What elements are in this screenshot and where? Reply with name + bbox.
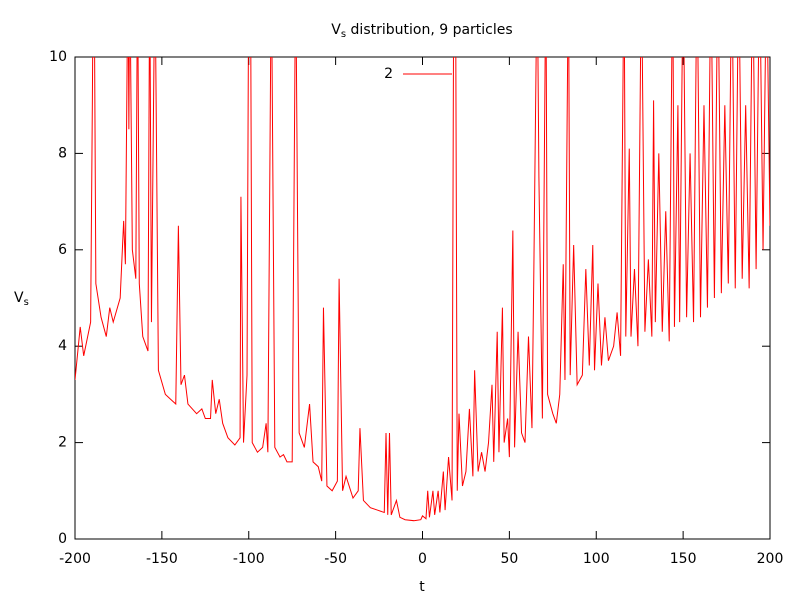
x-tick-label: -50 xyxy=(324,551,347,567)
title-symbol: V xyxy=(331,22,341,38)
ylabel-subscript: s xyxy=(24,297,29,308)
x-tick-label: -100 xyxy=(233,551,265,567)
y-tick-label: 8 xyxy=(58,145,67,161)
y-tick-label: 2 xyxy=(58,435,67,451)
x-tick-label: -150 xyxy=(146,551,178,567)
data-line xyxy=(75,57,770,522)
y-tick-label: 4 xyxy=(58,338,67,354)
y-axis-label: Vs xyxy=(14,290,29,308)
legend-label: 2 xyxy=(384,66,393,82)
y-tick-label: 0 xyxy=(58,531,67,547)
ylabel-symbol: V xyxy=(14,290,24,306)
x-tick-label: 150 xyxy=(670,551,697,567)
title-subscript: s xyxy=(341,29,346,40)
title-rest: distribution, 9 particles xyxy=(346,22,513,38)
x-tick-label: 200 xyxy=(757,551,784,567)
x-tick-label: 50 xyxy=(500,551,518,567)
x-tick-label: 100 xyxy=(583,551,610,567)
y-tick-label: 10 xyxy=(49,49,67,65)
chart-title: Vs distribution, 9 particles xyxy=(331,22,512,40)
y-tick-label: 6 xyxy=(58,242,67,258)
x-tick-label: -200 xyxy=(59,551,91,567)
x-axis-label: t xyxy=(419,579,425,595)
x-tick-label: 0 xyxy=(418,551,427,567)
plot-border xyxy=(74,56,771,540)
